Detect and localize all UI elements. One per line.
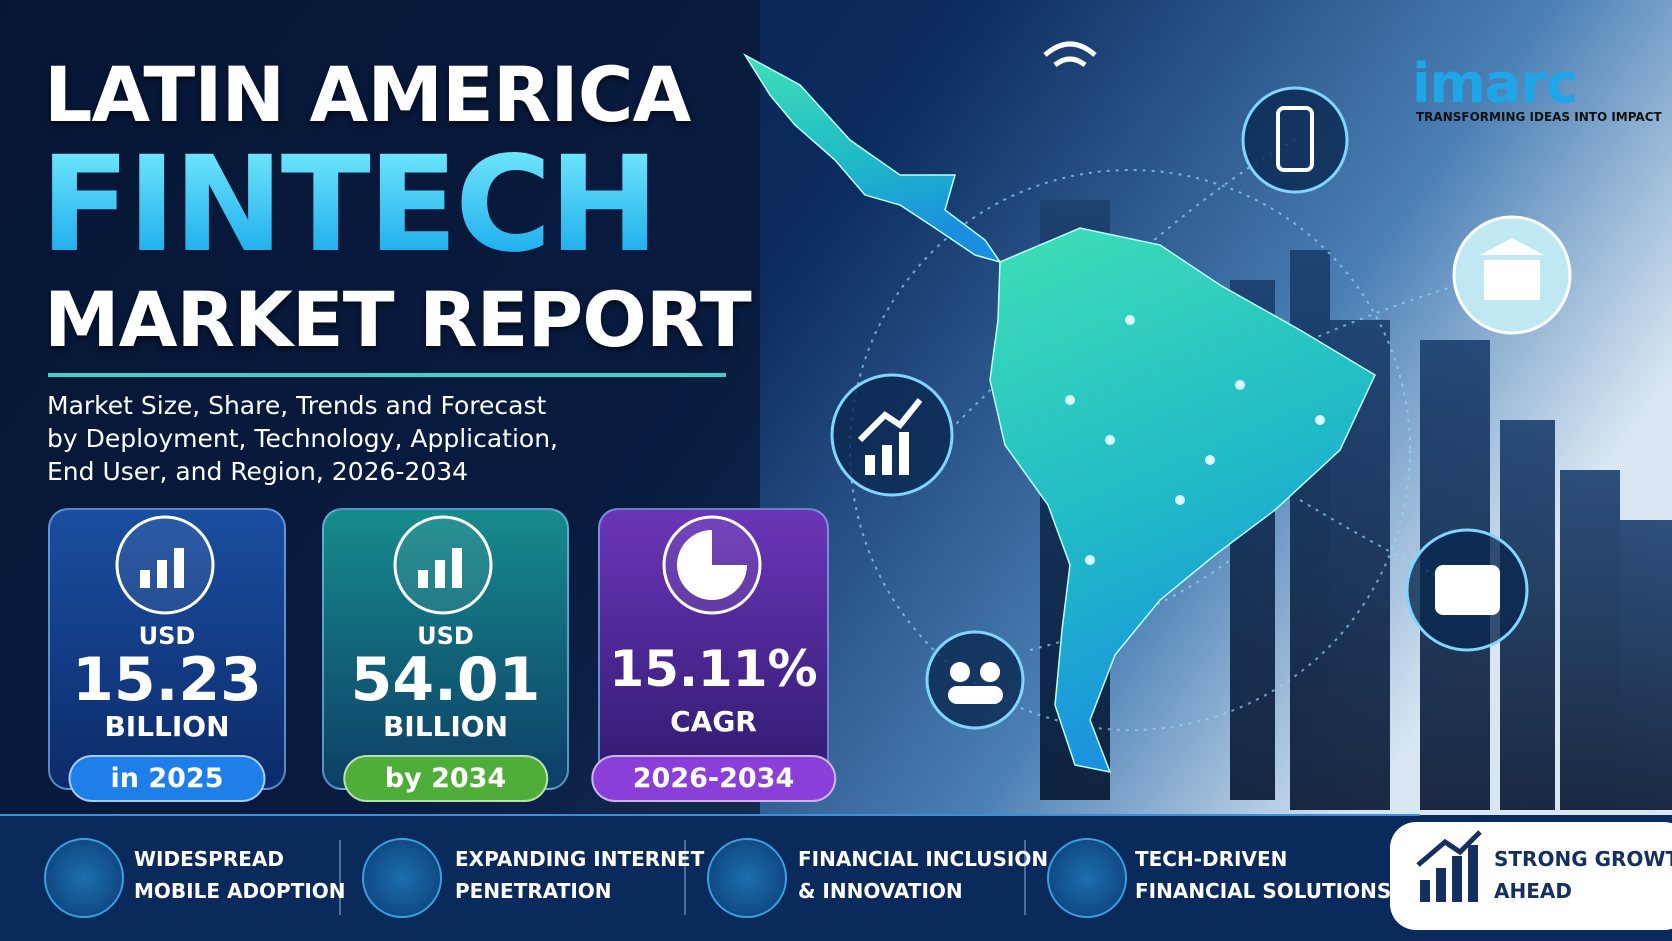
logo-tagline: TRANSFORMING IDEAS INTO IMPACT	[1416, 110, 1662, 124]
stat-card: USD 15.23 BILLION in 2025	[48, 508, 286, 802]
stat-unit: CAGR	[670, 705, 757, 738]
stat-badge: by 2034	[342, 755, 549, 802]
title-line: MARKET REPORT	[44, 275, 752, 364]
stat-unit: BILLION	[382, 710, 509, 743]
highlight-line: PENETRATION	[455, 879, 612, 903]
callout-line: AHEAD	[1494, 879, 1572, 903]
callout: STRONG GROWTH AHEAD	[1494, 843, 1672, 907]
subtitle-line: End User, and Region, 2026-2034	[47, 457, 469, 486]
highlight-line: MOBILE ADOPTION	[134, 879, 346, 903]
stat-value: 15.23	[72, 645, 262, 715]
highlight-icon	[707, 838, 787, 918]
title-line: LATIN AMERICA	[44, 50, 691, 139]
stat-unit: BILLION	[104, 710, 230, 743]
highlight-line: FINANCIAL SOLUTIONS	[1135, 879, 1392, 903]
stat-prefix: USD	[417, 622, 474, 650]
highlight-line: & INNOVATION	[798, 879, 963, 903]
highlight-icon	[1047, 838, 1127, 918]
stat-prefix: USD	[138, 622, 196, 650]
subtitle-line: Market Size, Share, Trends and Forecast	[47, 391, 547, 420]
stat-card: USD 54.01 BILLION by 2034	[322, 508, 569, 802]
highlight: EXPANDING INTERNET PENETRATION	[455, 843, 704, 907]
highlight: WIDESPREAD MOBILE ADOPTION	[134, 843, 346, 907]
highlight-line: WIDESPREAD	[134, 847, 284, 871]
highlight-line: TECH-DRIVEN	[1135, 847, 1288, 871]
highlight-icon	[362, 838, 442, 918]
callout-line: STRONG GROWTH	[1494, 847, 1672, 871]
stat-value: 54.01	[350, 645, 541, 715]
stat-card: 15.11% CAGR 2026-2034	[590, 508, 837, 802]
highlight: TECH-DRIVEN FINANCIAL SOLUTIONS	[1135, 843, 1391, 907]
subtitle-line: by Deployment, Technology, Application,	[47, 424, 558, 453]
highlight: FINANCIAL INCLUSION & INNOVATION	[798, 843, 1048, 907]
highlight-icon	[44, 838, 124, 918]
stat-badge: in 2025	[68, 755, 266, 802]
logo: imarc	[1412, 52, 1578, 115]
highlight-line: EXPANDING INTERNET	[455, 847, 705, 871]
title-line: FINTECH	[40, 128, 659, 282]
stat-value: 15.11%	[609, 640, 818, 698]
stat-badge: 2026-2034	[590, 755, 837, 802]
highlight-line: FINANCIAL INCLUSION	[798, 847, 1049, 871]
